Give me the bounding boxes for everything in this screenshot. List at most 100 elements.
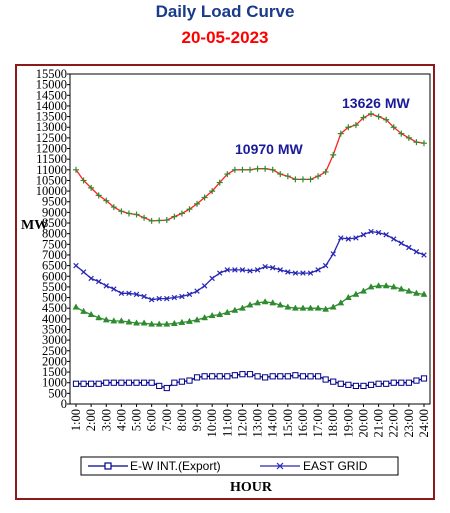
data-point	[338, 235, 344, 241]
x-tick-label: 9:00	[190, 409, 204, 431]
data-point	[186, 317, 193, 324]
x-tick-label: 22:00	[387, 409, 401, 437]
y-tick-label: 7500	[42, 237, 67, 251]
data-point	[360, 287, 367, 294]
y-tick-label: 1000	[42, 376, 67, 390]
y-tick-label: 5500	[42, 280, 67, 294]
y-tick-label: 7000	[42, 248, 67, 262]
data-point	[262, 374, 269, 381]
chart-title: Daily Load Curve	[155, 2, 295, 21]
data-point	[179, 293, 185, 300]
data-point	[133, 211, 140, 218]
data-point	[231, 306, 239, 313]
data-point	[292, 176, 299, 183]
data-point	[368, 228, 374, 235]
data-point	[118, 290, 125, 297]
data-point	[375, 229, 382, 236]
data-point	[247, 166, 253, 173]
data-point	[88, 380, 95, 387]
data-point	[360, 232, 367, 238]
data-point	[186, 291, 193, 298]
series-2	[72, 282, 428, 327]
data-point	[421, 140, 427, 147]
data-point	[216, 373, 223, 380]
data-point	[269, 265, 276, 271]
data-point	[406, 244, 412, 251]
data-point	[148, 296, 155, 303]
data-point	[352, 122, 359, 129]
data-point	[140, 379, 148, 386]
series-1	[73, 228, 427, 303]
data-point	[133, 379, 140, 386]
data-point	[125, 318, 133, 325]
data-point	[254, 165, 261, 172]
data-point	[216, 310, 224, 318]
data-point	[125, 210, 132, 217]
data-point	[391, 236, 397, 242]
data-point	[292, 372, 299, 379]
data-point	[261, 298, 269, 305]
data-point	[103, 283, 109, 289]
data-point	[322, 376, 329, 383]
data-point	[194, 288, 200, 294]
data-point	[88, 184, 95, 191]
data-point	[352, 290, 360, 297]
data-point	[239, 371, 246, 378]
data-point	[413, 249, 420, 255]
y-tick-label: 500	[48, 386, 67, 400]
data-point	[322, 168, 329, 175]
legend-label-east-grid: EAST GRID	[303, 459, 368, 473]
data-point	[337, 299, 345, 306]
data-point	[140, 319, 148, 326]
y-tick-label: 4000	[42, 312, 67, 326]
data-point	[314, 304, 322, 311]
data-point	[239, 166, 246, 173]
data-point	[307, 270, 314, 276]
data-point	[170, 319, 178, 326]
data-point	[382, 282, 390, 289]
data-point	[337, 380, 344, 387]
data-point	[413, 139, 420, 146]
data-point	[262, 263, 268, 270]
data-point	[337, 130, 344, 137]
data-point	[117, 317, 125, 324]
data-point	[420, 375, 428, 382]
data-point	[186, 206, 193, 213]
data-point	[110, 204, 117, 211]
data-point	[193, 374, 201, 381]
y-tick-label: 9000	[42, 205, 67, 219]
data-point	[95, 278, 102, 285]
y-tick-label: 8500	[42, 216, 67, 230]
data-point	[95, 314, 103, 321]
data-point	[126, 290, 132, 297]
data-point	[209, 188, 216, 195]
y-tick-label: 15000	[36, 78, 67, 92]
data-point	[299, 373, 307, 380]
y-tick-label: 5000	[42, 291, 67, 305]
data-point	[201, 314, 209, 321]
data-point	[397, 285, 405, 292]
data-point	[171, 294, 178, 301]
x-tick-label: 21:00	[372, 409, 386, 437]
data-point	[390, 283, 398, 290]
x-tick-label: 2:00	[84, 409, 98, 431]
x-tick-label: 23:00	[402, 409, 416, 437]
x-tick-label: 14:00	[266, 409, 280, 437]
data-point	[133, 319, 140, 326]
data-point	[156, 217, 163, 224]
data-point	[148, 379, 155, 386]
data-point	[285, 269, 291, 275]
data-point	[87, 310, 95, 318]
y-tick-label: 14500	[36, 88, 67, 102]
x-tick-label: 6:00	[145, 409, 159, 431]
x-tick-label: 24:00	[417, 409, 431, 437]
data-point	[223, 308, 231, 315]
data-point	[246, 371, 254, 378]
data-point	[209, 373, 216, 380]
data-point	[277, 267, 283, 273]
data-point	[322, 262, 329, 269]
data-point	[398, 240, 405, 246]
data-point	[420, 290, 428, 297]
data-point	[367, 381, 375, 388]
data-point	[72, 303, 80, 310]
